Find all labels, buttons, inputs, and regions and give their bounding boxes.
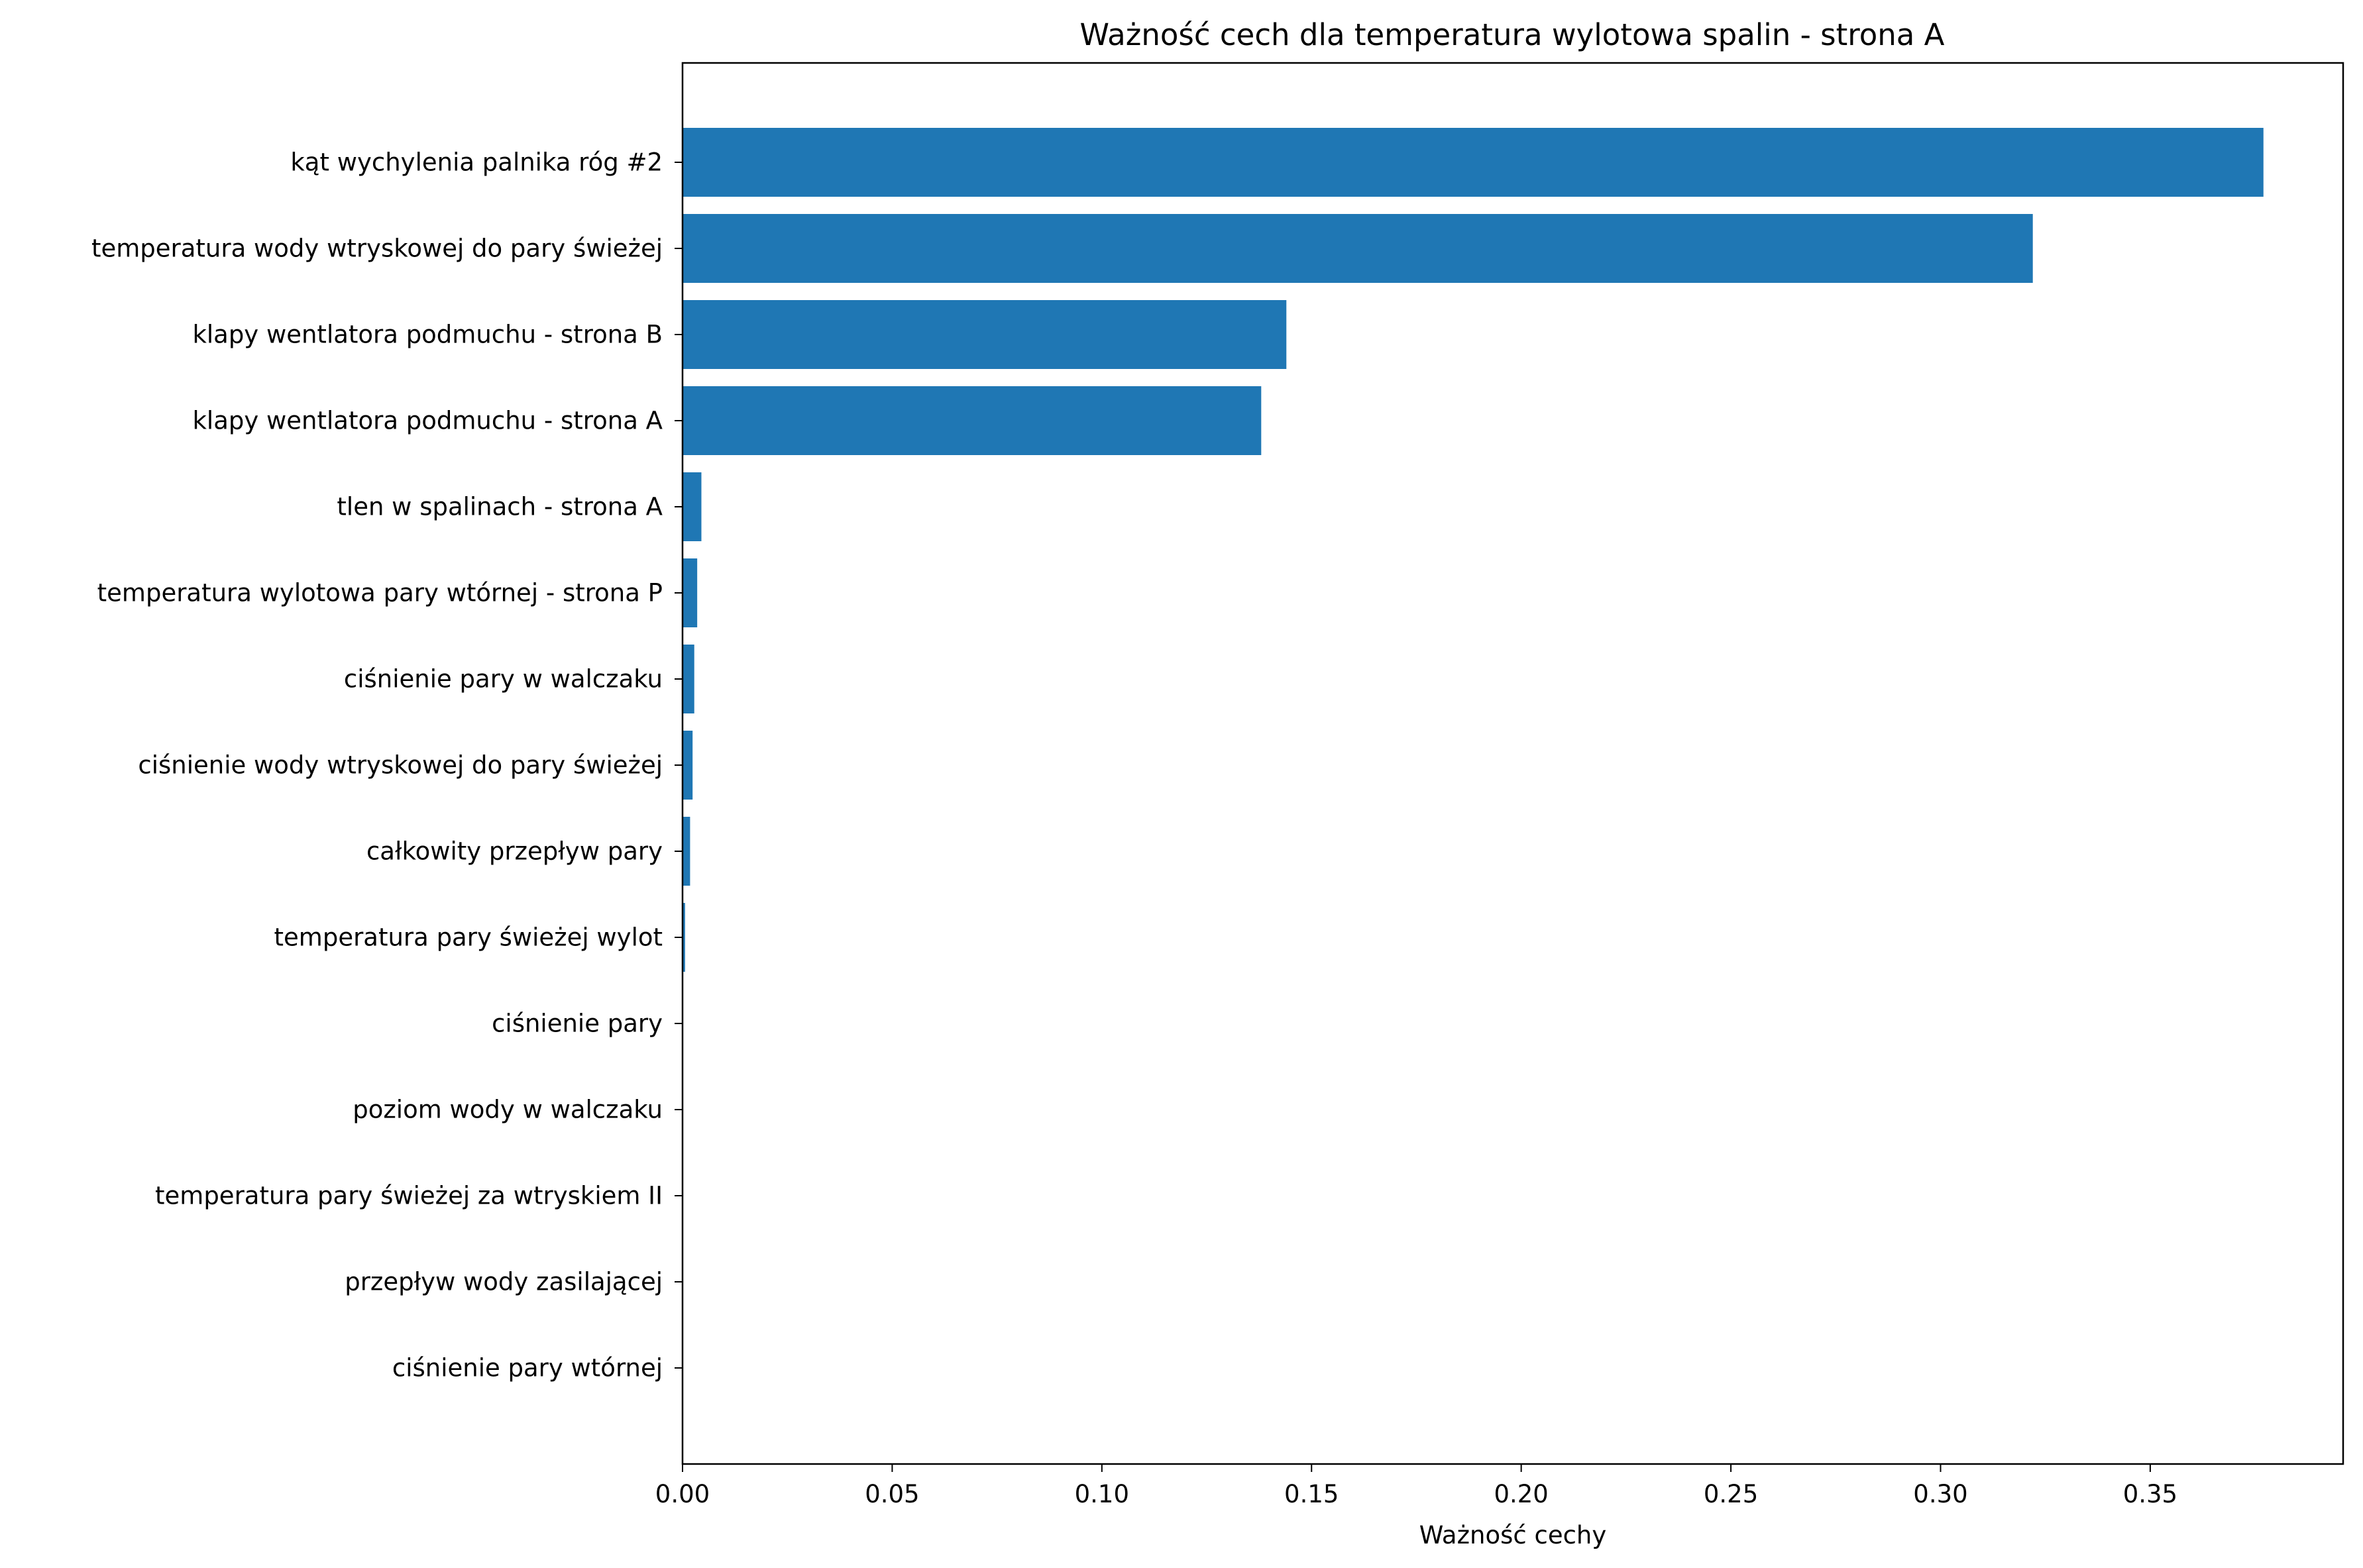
y-tick-label: ciśnienie pary w walczaku	[344, 665, 663, 694]
x-tick-label: 0.00	[655, 1480, 710, 1508]
bar	[683, 300, 1287, 369]
x-tick-label: 0.25	[1704, 1480, 1758, 1508]
x-tick-label: 0.35	[2123, 1480, 2177, 1508]
y-tick-label: tlen w spalinach - strona A	[337, 493, 663, 521]
bar	[683, 558, 698, 627]
y-tick-label: kąt wychylenia palnika róg #2	[290, 148, 663, 177]
y-tick-label: ciśnienie pary	[492, 1010, 663, 1038]
x-axis-ticks: 0.00 0.05 0.10 0.15 0.20 0.25 0.30 0.35	[655, 1464, 2177, 1508]
y-tick-label: klapy wentlatora podmuchu - strona B	[192, 321, 663, 349]
bars-layer	[683, 128, 2264, 972]
x-tick-label: 0.30	[1913, 1480, 1967, 1508]
chart-title: Ważność cech dla temperatura wylotowa sp…	[1080, 17, 1945, 52]
bar	[683, 472, 702, 541]
y-axis-ticks: kąt wychylenia palnika róg #2 temperatura…	[91, 148, 683, 1383]
bar	[683, 386, 1262, 455]
y-tick-label: temperatura wody wtryskowej do pary świe…	[91, 235, 663, 263]
y-tick-label: poziom wody w walczaku	[353, 1096, 663, 1124]
y-tick-label: klapy wentlatora podmuchu - strona A	[193, 407, 663, 435]
x-tick-label: 0.05	[865, 1480, 919, 1508]
x-tick-label: 0.20	[1494, 1480, 1548, 1508]
bar	[683, 214, 2033, 283]
x-tick-label: 0.10	[1075, 1480, 1129, 1508]
y-tick-label: ciśnienie pary wtórnej	[392, 1354, 663, 1383]
y-tick-label: temperatura pary świeżej za wtryskiem II	[155, 1182, 663, 1210]
x-axis-label: Ważność cechy	[1419, 1521, 1607, 1549]
bar	[683, 645, 694, 713]
plot-area-frame	[681, 62, 2344, 1465]
y-tick-label: ciśnienie wody wtryskowej do pary świeże…	[138, 751, 663, 780]
y-tick-label: temperatura pary świeżej wylot	[274, 923, 663, 952]
bar	[683, 128, 2264, 197]
y-tick-label: temperatura wylotowa pary wtórnej - stro…	[97, 579, 663, 607]
bar	[683, 731, 693, 800]
x-tick-label: 0.15	[1284, 1480, 1339, 1508]
y-tick-label: przepływ wody zasilającej	[345, 1268, 663, 1296]
bar	[683, 903, 685, 972]
bar	[683, 817, 690, 886]
y-tick-label: całkowity przepływ pary	[366, 837, 663, 866]
